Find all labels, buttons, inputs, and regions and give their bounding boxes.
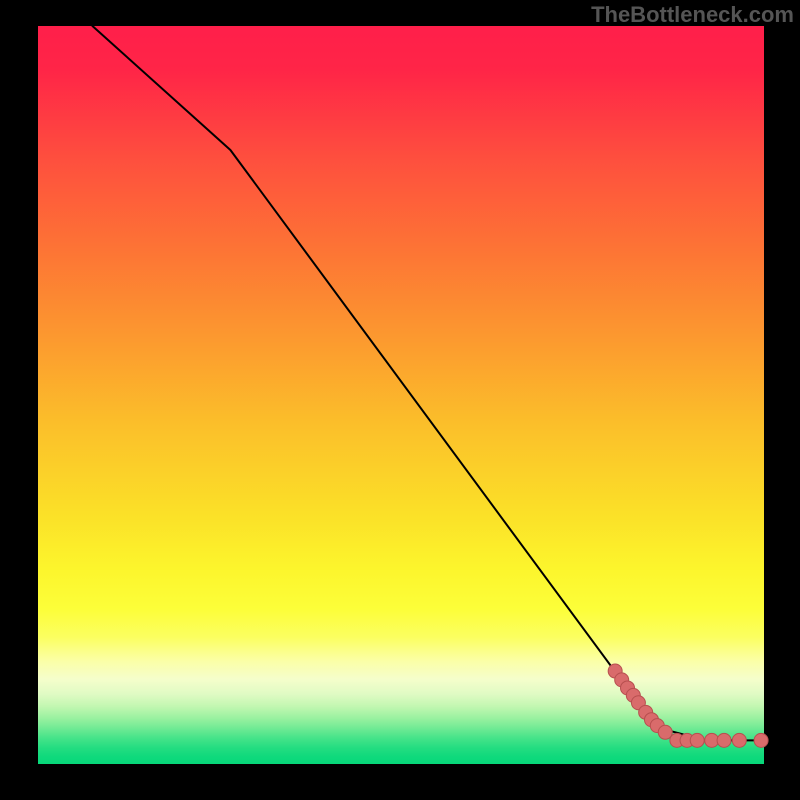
watermark-label: TheBottleneck.com <box>591 2 794 28</box>
data-marker <box>717 733 731 747</box>
bottleneck-chart <box>0 0 800 800</box>
data-marker <box>754 733 768 747</box>
data-marker <box>732 733 746 747</box>
gradient-background <box>38 26 764 764</box>
data-marker <box>690 733 704 747</box>
